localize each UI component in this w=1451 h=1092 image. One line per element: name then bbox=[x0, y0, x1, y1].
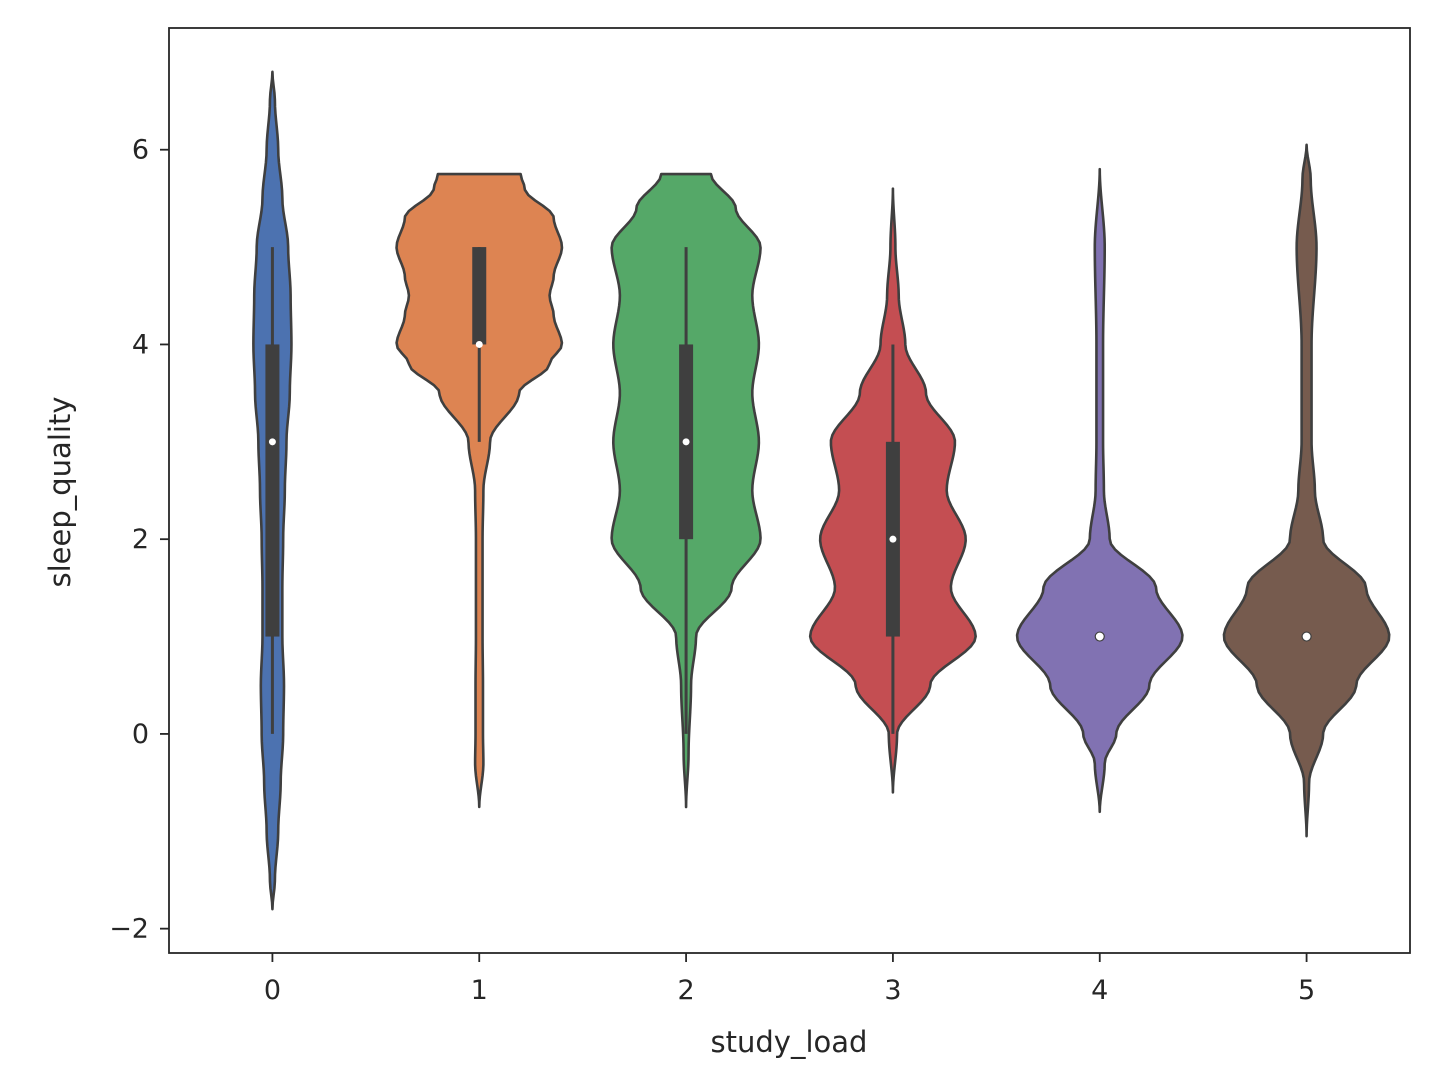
iqr-box-1 bbox=[472, 247, 487, 345]
violin-body-5 bbox=[1222, 143, 1391, 838]
median-point-3 bbox=[889, 535, 897, 543]
x-axis-label: study_load bbox=[711, 1025, 868, 1059]
x-tick-label: 4 bbox=[1091, 975, 1108, 1006]
median-point-1 bbox=[475, 340, 483, 348]
violin-body-1 bbox=[395, 172, 564, 809]
median-point-5 bbox=[1301, 631, 1312, 642]
y-tick-label: 6 bbox=[132, 135, 149, 166]
median-point-4 bbox=[1094, 631, 1105, 642]
y-tick-label: 2 bbox=[132, 524, 149, 555]
y-axis-label: sleep_quality bbox=[43, 397, 77, 588]
x-tick-label: 1 bbox=[471, 975, 488, 1006]
x-tick-label: 3 bbox=[884, 975, 901, 1006]
y-axis: −2 0 2 4 6 bbox=[109, 135, 169, 945]
x-tick-label: 2 bbox=[677, 975, 694, 1006]
x-axis: 0 1 2 3 4 5 bbox=[264, 953, 1315, 1006]
median-point-0 bbox=[268, 438, 276, 446]
median-point-2 bbox=[682, 438, 690, 446]
iqr-box-0 bbox=[265, 344, 280, 637]
y-tick-label: −2 bbox=[109, 914, 149, 945]
violin-body-4 bbox=[1015, 167, 1184, 814]
x-tick-label: 0 bbox=[264, 975, 281, 1006]
x-tick-label: 5 bbox=[1298, 975, 1315, 1006]
violins-layer bbox=[252, 70, 1391, 911]
y-tick-label: 0 bbox=[132, 719, 149, 750]
y-tick-label: 4 bbox=[132, 329, 149, 360]
axes-frame bbox=[168, 27, 1411, 954]
